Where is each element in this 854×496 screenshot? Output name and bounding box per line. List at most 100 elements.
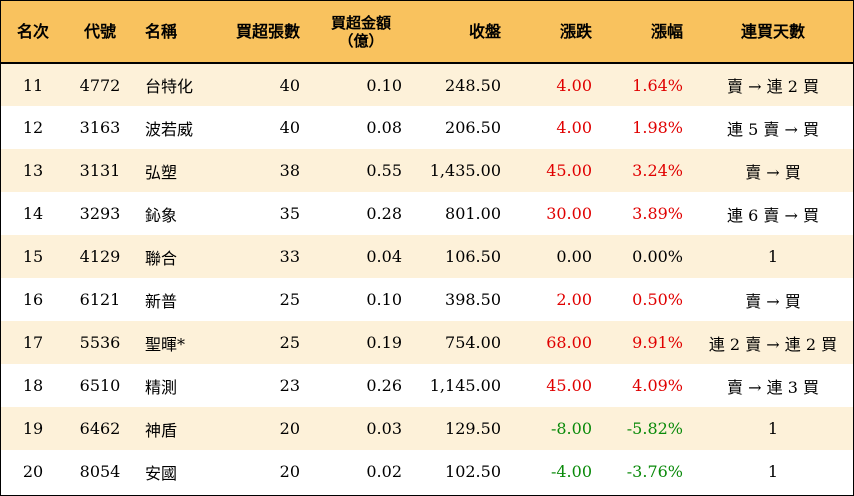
header-net-buy-amount: 買超金額 （億） xyxy=(310,1,412,64)
cell-code: 3293 xyxy=(79,204,121,223)
cell-change-pct: 3.89% xyxy=(632,204,683,223)
cell-streak: 賣 → 連 2 買 xyxy=(727,77,819,96)
cell-change: 2.00 xyxy=(556,290,592,309)
cell-rank: 20 xyxy=(22,462,44,481)
table-row: 14 3293 鈊象 35 0.28 801.00 30.00 3.89% 連 6 賣 → 買 xyxy=(1,192,853,235)
cell-change: -8.00 xyxy=(550,419,592,438)
cell-net-buy-lots: 23 xyxy=(279,376,300,395)
cell-rank: 14 xyxy=(22,204,44,223)
cell-rank: 15 xyxy=(22,247,44,266)
cell-code: 4772 xyxy=(79,75,121,95)
header-net-buy-lots: 買超張數 xyxy=(217,1,310,64)
table-row: 20 8054 安國 20 0.02 102.50 -4.00 -3.76% 1 xyxy=(1,450,853,493)
cell-change-pct: 4.09% xyxy=(632,376,683,395)
cell-rank: 18 xyxy=(22,376,44,395)
cell-close: 1,145.00 xyxy=(429,376,501,395)
header-change: 漲跌 xyxy=(511,1,602,64)
cell-change-pct: 3.24% xyxy=(632,161,683,180)
cell-change-pct: 0.50% xyxy=(632,290,683,309)
cell-code: 3131 xyxy=(79,161,121,180)
cell-net-buy-lots: 40 xyxy=(279,75,300,95)
cell-close: 102.50 xyxy=(445,462,501,481)
cell-net-buy-lots: 35 xyxy=(279,204,300,223)
table-row: 19 6462 神盾 20 0.03 129.50 -8.00 -5.82% 1 xyxy=(1,407,853,450)
header-row: 名次 代號 名稱 買超張數 買超金額 （億） 收盤 漲跌 漲幅 連買天數 xyxy=(1,1,853,64)
cell-net-buy-amount: 0.19 xyxy=(366,333,402,352)
cell-change-pct: 9.91% xyxy=(632,333,683,352)
cell-streak: 賣 → 買 xyxy=(745,162,801,182)
cell-code: 6510 xyxy=(79,376,121,395)
cell-change: 4.00 xyxy=(556,75,592,95)
cell-streak: 連 6 賣 → 買 xyxy=(727,205,819,225)
cell-net-buy-lots: 25 xyxy=(279,333,300,352)
cell-close: 1,435.00 xyxy=(429,161,501,180)
cell-code: 6462 xyxy=(79,419,121,438)
table-row: 18 6510 精測 23 0.26 1,145.00 45.00 4.09% 賣 → 連 3 … xyxy=(1,364,853,407)
header-name: 名稱 xyxy=(135,1,217,64)
cell-change-pct: 1.64% xyxy=(632,75,683,95)
header-rank: 名次 xyxy=(1,1,65,64)
cell-net-buy-amount: 0.10 xyxy=(366,75,402,95)
cell-net-buy-amount: 0.55 xyxy=(366,161,402,180)
table-row: 11 4772 台特化 40 0.10 248.50 4.00 1.64% 賣 → 連 2 買 xyxy=(1,63,853,106)
cell-rank: 19 xyxy=(22,419,44,438)
cell-name: 神盾 xyxy=(145,420,178,440)
header-change-pct: 漲幅 xyxy=(602,1,693,64)
cell-rank: 17 xyxy=(22,333,44,352)
table-row: 13 3131 弘塑 38 0.55 1,435.00 45.00 3.24% 賣 → 買 xyxy=(1,149,853,192)
cell-streak: 1 xyxy=(767,419,779,438)
cell-code: 4129 xyxy=(79,247,121,266)
cell-close: 398.50 xyxy=(445,290,501,309)
cell-rank: 12 xyxy=(22,118,44,137)
table-row: 15 4129 聯合 33 0.04 106.50 0.00 0.00% 1 xyxy=(1,235,853,278)
cell-net-buy-amount: 0.10 xyxy=(366,290,402,309)
cell-change-pct: 0.00% xyxy=(632,247,683,266)
table-row: 16 6121 新普 25 0.10 398.50 2.00 0.50% 賣 → 買 xyxy=(1,278,853,321)
cell-name: 聖暉* xyxy=(145,334,186,354)
cell-code: 8054 xyxy=(79,462,121,481)
cell-name: 新普 xyxy=(145,291,178,311)
cell-change: 0.00 xyxy=(556,247,592,266)
cell-net-buy-amount: 0.02 xyxy=(366,462,402,481)
cell-change: 30.00 xyxy=(546,204,592,223)
cell-change: 4.00 xyxy=(556,118,592,137)
cell-change-pct: 1.98% xyxy=(632,118,683,137)
cell-close: 248.50 xyxy=(445,75,501,95)
cell-rank: 13 xyxy=(22,161,44,180)
cell-code: 5536 xyxy=(79,333,121,352)
cell-net-buy-amount: 0.26 xyxy=(366,376,402,395)
table-row: 17 5536 聖暉* 25 0.19 754.00 68.00 9.91% 連 2 賣 → 連… xyxy=(1,321,853,364)
cell-change: -4.00 xyxy=(550,462,592,481)
cell-rank: 11 xyxy=(22,75,44,95)
cell-change: 68.00 xyxy=(546,333,592,352)
cell-streak: 1 xyxy=(767,462,779,481)
cell-close: 106.50 xyxy=(445,247,501,266)
cell-net-buy-amount: 0.28 xyxy=(366,204,402,223)
cell-streak: 賣 → 買 xyxy=(745,291,801,311)
cell-rank: 16 xyxy=(22,290,44,309)
header-close: 收盤 xyxy=(412,1,511,64)
cell-change: 45.00 xyxy=(546,161,592,180)
cell-change: 45.00 xyxy=(546,376,592,395)
cell-net-buy-lots: 38 xyxy=(279,161,300,180)
cell-close: 206.50 xyxy=(445,118,501,137)
cell-code: 6121 xyxy=(79,290,121,309)
header-net-buy-amount-line1: 買超金額 xyxy=(330,13,391,32)
cell-close: 801.00 xyxy=(445,204,501,223)
cell-name: 安國 xyxy=(145,463,178,483)
cell-streak: 連 2 賣 → 連 2 買 xyxy=(708,334,838,354)
cell-net-buy-lots: 25 xyxy=(279,290,300,309)
cell-name: 鈊象 xyxy=(145,205,178,225)
cell-net-buy-lots: 20 xyxy=(279,462,300,481)
cell-streak: 1 xyxy=(767,247,779,266)
cell-code: 3163 xyxy=(79,118,121,137)
cell-net-buy-amount: 0.03 xyxy=(366,419,402,438)
cell-net-buy-lots: 33 xyxy=(279,247,300,266)
header-code: 代號 xyxy=(65,1,135,64)
cell-change-pct: -3.76% xyxy=(626,462,683,481)
header-net-buy-amount-line2: （億） xyxy=(338,31,384,50)
cell-change-pct: -5.82% xyxy=(626,419,683,438)
